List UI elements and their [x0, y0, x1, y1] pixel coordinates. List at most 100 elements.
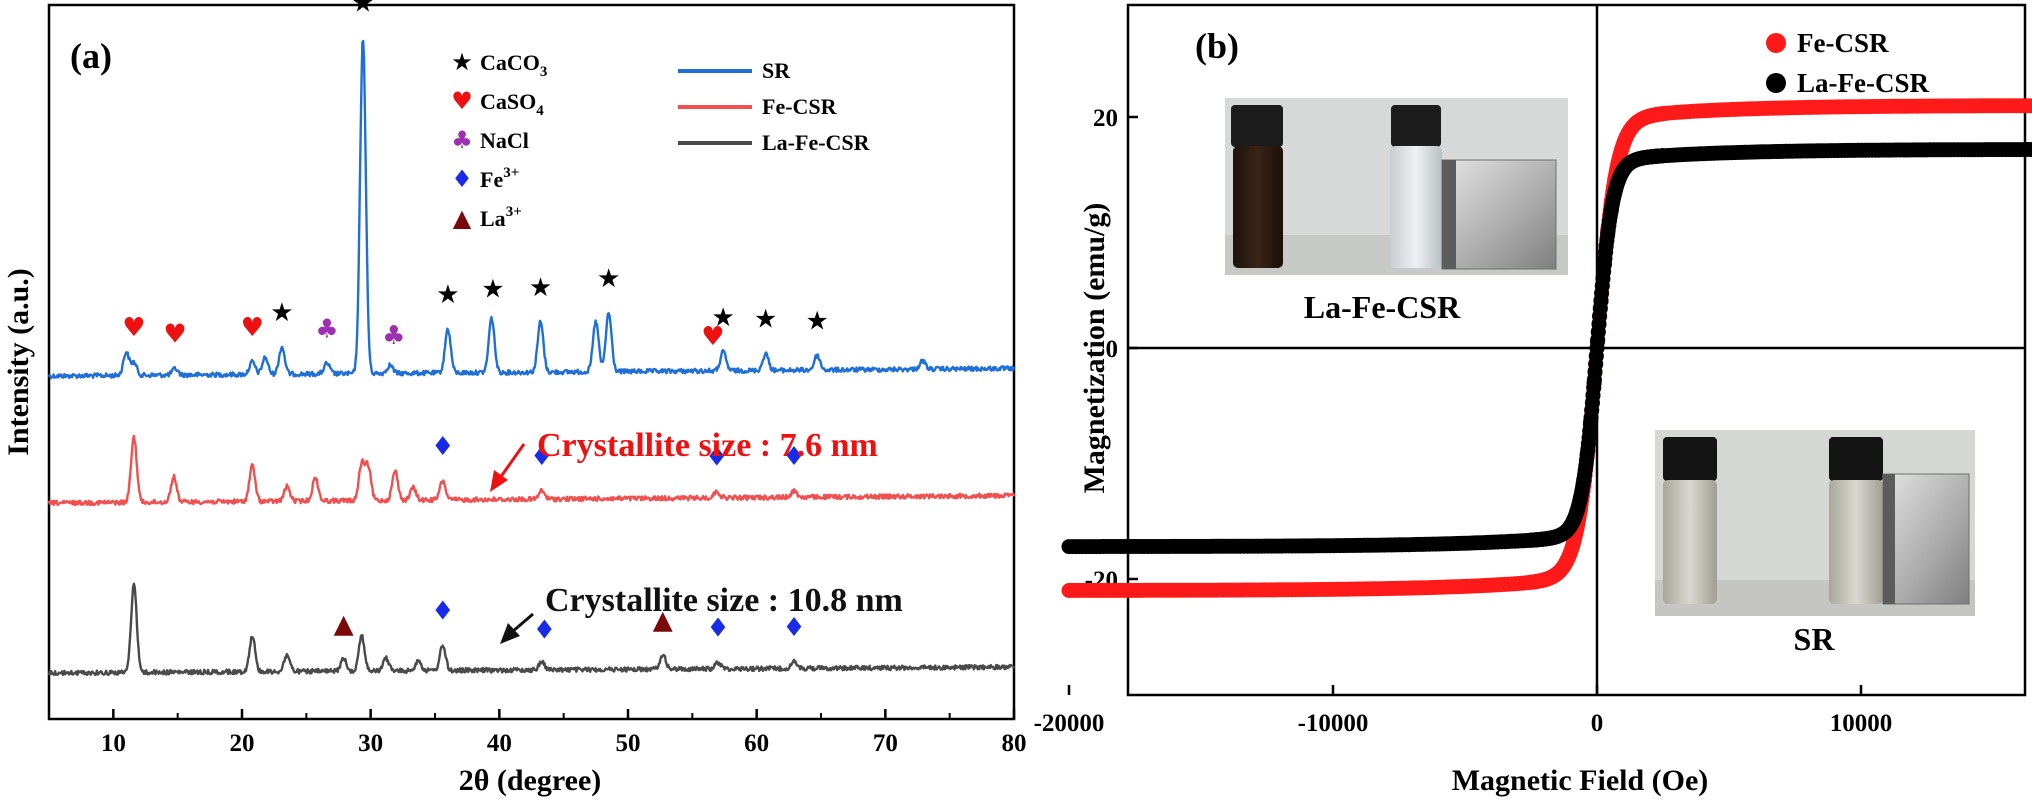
crystallite-annotation-la: Crystallite size : 10.8 nm: [500, 582, 903, 644]
vial-cap: [1663, 437, 1717, 481]
x-tick-label-50: 50: [616, 730, 641, 757]
marker-legend-symbol-club: ♣: [451, 126, 473, 154]
legend-label-fe-csr: Fe-CSR: [1797, 28, 1889, 58]
star-peak-marker-sr: ★: [805, 306, 828, 336]
vsm-plot-frame: [1126, 3, 2027, 697]
triangle-peak-marker-la-fe-csr: ▲: [653, 605, 673, 635]
legend-marker-fe-csr: [1766, 33, 1786, 53]
star-peak-marker-sr: ★: [529, 273, 552, 303]
vial-clear-separated: [1390, 146, 1442, 268]
magnet-block: [1882, 473, 1970, 605]
heart-peak-marker-sr: ♥: [701, 322, 724, 352]
heart-peak-marker-sr: ♥: [163, 320, 186, 350]
star-peak-marker-sr: ★: [712, 303, 735, 333]
club-peak-marker-sr: ♣: [315, 314, 338, 344]
vial-cap: [1231, 105, 1283, 147]
diamond-peak-marker-fe-csr: ♦: [431, 432, 454, 462]
diamond-peak-marker-la-fe-csr: ♦: [431, 596, 454, 626]
xrd-x-axis: 10 20 30 40 50 60 70 80: [48, 709, 1027, 757]
vsm-x-axis-title: Magnetic Field (Oe): [1452, 764, 1709, 797]
marker-legend-symbol-diamond: ♦: [451, 165, 473, 193]
xrd-y-axis-title: Intensity (a.u.): [2, 268, 35, 456]
series-line-sr: [47, 39, 1016, 380]
diamond-peak-marker-la-fe-csr: ♦: [533, 615, 556, 645]
vsm-legend: Fe-CSR La-Fe-CSR: [1766, 28, 1929, 98]
heart-peak-marker-sr: ♥: [122, 313, 145, 343]
x-tick-label-0: 0: [1591, 710, 1604, 737]
magnet-block: [1441, 159, 1557, 270]
diamond-peak-marker-fe-csr: ♦: [782, 442, 805, 472]
x-tick-label-10000: 10000: [1830, 710, 1893, 737]
photo-inset-la-fe-csr: [1225, 98, 1568, 275]
marker-legend-label-fe: Fe3+: [480, 165, 519, 192]
series-legend-label-fe-csr: Fe-CSR: [762, 94, 838, 119]
star-peak-marker-sr: ★: [597, 264, 620, 294]
vial-dark-dispersion: [1233, 146, 1283, 268]
crystallite-label-fe: Crystallite size : 7.6 nm: [537, 427, 878, 464]
star-peak-marker-sr: ★: [754, 305, 777, 335]
crystallite-annotation-fe: Crystallite size : 7.6 nm: [490, 427, 878, 492]
y-tick-label-20: 20: [1093, 105, 1118, 132]
legend-label-la-fe-csr: La-Fe-CSR: [1797, 68, 1929, 98]
diamond-peak-marker-fe-csr: ♦: [530, 442, 553, 472]
vial-cap: [1829, 437, 1883, 481]
star-peak-marker-sr: ★: [481, 274, 504, 304]
x-tick-label-10: 10: [101, 730, 126, 757]
diamond-peak-marker-fe-csr: ♦: [705, 443, 728, 473]
x-tick-label-60: 60: [744, 730, 769, 757]
heart-peak-marker-sr: ♥: [241, 313, 264, 343]
panel-label-a: (a): [70, 36, 112, 76]
crystallite-arrow-la: [511, 612, 534, 634]
vsm-series-group: [1061, 98, 2032, 598]
x-tick-label-20: 20: [230, 730, 255, 757]
series-line-la-fe-csr: [47, 582, 1016, 677]
marker-legend-symbol-triangle: ▲: [453, 204, 472, 232]
x-tick-label-30: 30: [358, 730, 383, 757]
marker-legend-label-caco: CaCO3: [480, 50, 547, 80]
crystallite-arrowhead-la: [500, 623, 520, 644]
photo-caption-sr: SR: [1794, 621, 1836, 657]
photo-caption-la-fe-csr: La-Fe-CSR: [1304, 289, 1461, 325]
x-tick-label--20000: -20000: [1034, 710, 1105, 737]
x-tick-label-40: 40: [487, 730, 512, 757]
xrd-series-group: [47, 39, 1016, 677]
data-point: [1655, 148, 1671, 164]
xrd-panel: 10 20 30 40 50 60 70 80 ★★★ ★ ★ ★★ ★ ★♥ ♥ ♥ ♥♣ ♣♦ ♦ ♦ ♦♦♦ ♦ ♦…: [2, 0, 1027, 797]
star-peak-marker-sr: ★: [270, 298, 293, 328]
series-legend: SR Fe-CSR La-Fe-CSR: [678, 58, 871, 155]
triangle-peak-marker-la-fe-csr: ▲: [334, 610, 354, 640]
vsm-y-axis-title: Magnetization (emu/g): [1078, 203, 1111, 494]
star-peak-marker-sr: ★: [351, 0, 374, 19]
marker-legend-label-caso: CaSO4: [480, 89, 544, 119]
crystallite-arrow-fe: [498, 443, 526, 479]
star-peak-marker-sr: ★: [436, 280, 459, 310]
xrd-plot-frame: [47, 3, 1016, 721]
photo-inset-sr: [1655, 430, 1975, 616]
legend-marker-la-fe-csr: [1766, 73, 1786, 93]
data-point: [2029, 143, 2032, 156]
marker-legend-symbol-star: ★: [451, 48, 473, 76]
crystallite-label-la: Crystallite size : 10.8 nm: [545, 582, 903, 619]
vial-grey-dispersion: [1829, 480, 1883, 604]
club-peak-marker-sr: ♣: [382, 321, 405, 351]
marker-legend-label-nacl: NaCl: [480, 128, 529, 153]
data-point: [2029, 99, 2032, 112]
magnet-block-edge: [1442, 160, 1456, 269]
panel-label-b: (b): [1195, 26, 1239, 66]
xrd-peak-markers: ★★★ ★ ★ ★★ ★ ★♥ ♥ ♥ ♥♣ ♣♦ ♦ ♦ ♦♦♦ ♦ ♦▲ ▲: [122, 0, 829, 645]
crystallite-arrowhead-fe: [490, 470, 508, 492]
series-legend-label-sr: SR: [762, 58, 791, 83]
data-point: [1655, 106, 1671, 122]
series-line-fe-csr: [47, 434, 1016, 507]
x-tick-label-70: 70: [873, 730, 898, 757]
marker-legend: ★ CaCO3♥ CaSO4♣ NaCl ♦ Fe3+ ▲ La3+: [451, 48, 547, 232]
magnet-block-edge: [1883, 474, 1895, 604]
x-tick-label-80: 80: [1002, 730, 1027, 757]
marker-legend-label-la: La3+: [480, 204, 522, 231]
xrd-x-axis-title: 2θ (degree): [459, 764, 602, 797]
vial-grey-dispersion: [1663, 480, 1717, 604]
x-tick-label--10000: -10000: [1298, 710, 1369, 737]
